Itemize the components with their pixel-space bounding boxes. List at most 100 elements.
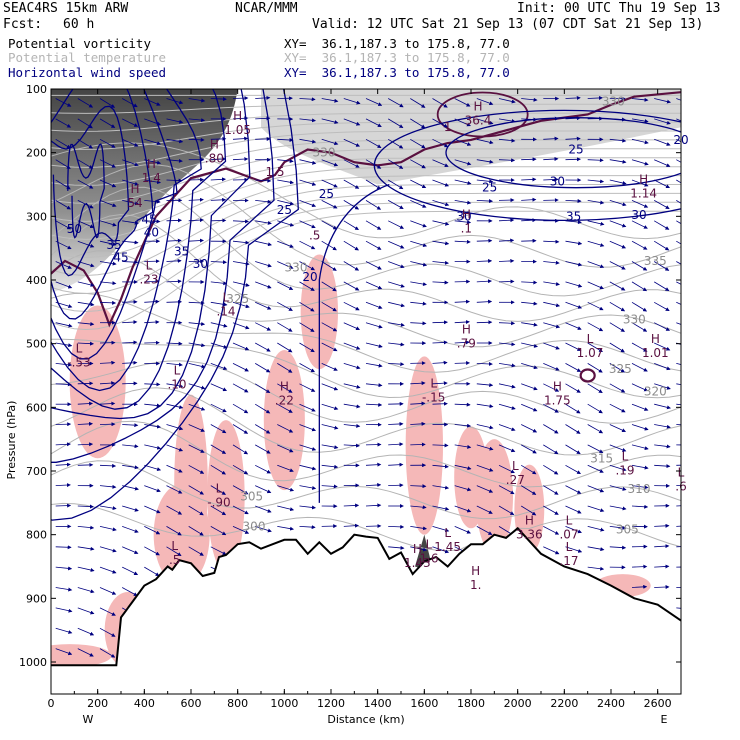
wind-vector [99, 98, 116, 108]
wind-vector [99, 281, 117, 286]
wind-vector [410, 220, 427, 228]
extremum-value: .1 [461, 222, 472, 236]
wind-vector [55, 483, 71, 488]
wind-vector [476, 159, 494, 164]
wind-vector [55, 200, 71, 210]
wind-vector [232, 240, 250, 245]
wind-vector [476, 526, 493, 535]
wind-vector [676, 525, 681, 527]
wind-vector [454, 220, 472, 225]
wind-vector [232, 383, 249, 393]
wind-vector [255, 199, 272, 204]
wind-vector [609, 342, 625, 353]
wind-vector [498, 138, 516, 143]
wind-vector [676, 179, 681, 184]
wind-vector [210, 322, 228, 328]
wind-vector [188, 546, 204, 556]
wind-vector [188, 197, 204, 202]
wind-vector [365, 482, 382, 487]
wind-vector [232, 363, 249, 372]
wind-vector [587, 179, 605, 184]
wind-vector [321, 363, 338, 371]
wind-vector [454, 138, 472, 146]
wind-vector [388, 483, 404, 488]
wind-vector [254, 403, 271, 414]
wind-vector [631, 424, 649, 431]
wind-vector [77, 546, 95, 551]
wind-vector [587, 526, 605, 532]
wind-vector [388, 524, 405, 529]
wind-vector [609, 200, 627, 207]
wind-vector [565, 342, 582, 351]
wind-vector [565, 301, 583, 309]
wind-vector [388, 261, 405, 269]
wind-vector [609, 240, 627, 249]
wind-vector [122, 320, 138, 325]
wind-vector [432, 220, 450, 226]
wind-vector [55, 382, 72, 387]
wind-vector [99, 138, 116, 148]
theta-contour [51, 387, 681, 456]
extremum-marker: H [233, 109, 242, 123]
wind-vector [676, 98, 681, 101]
wind-vector [232, 342, 250, 351]
wind-vector [476, 320, 493, 325]
wind-vector [188, 363, 206, 369]
wind-vector [631, 220, 648, 229]
wind-vector [188, 98, 206, 103]
wind-vector [166, 424, 184, 431]
wind-vector [565, 281, 583, 288]
wind-vector [676, 607, 681, 609]
wind-vector [476, 464, 494, 472]
wind-vector [609, 485, 627, 491]
wind-vector [77, 321, 95, 326]
wind-vector [144, 485, 161, 493]
wind-vector [587, 505, 605, 513]
wind-vector [365, 220, 382, 230]
valid-time: Valid: 12 UTC Sat 21 Sep 13 (07 CDT Sat … [312, 17, 704, 32]
wind-vector [432, 240, 450, 246]
wind-vector [99, 200, 117, 207]
wind-vector [676, 546, 681, 548]
wind-vector [299, 179, 317, 186]
wind-vector [277, 403, 293, 413]
theta-contour-label: 305 [616, 523, 639, 537]
wind-vector [144, 179, 161, 185]
wind-vector [609, 363, 626, 373]
wind-vector [631, 281, 648, 292]
terrain-line [51, 526, 682, 667]
wind-vector [654, 585, 670, 590]
forecast-label: Fcst: [3, 17, 43, 32]
wind-vector [77, 118, 93, 129]
wind-vector [277, 138, 294, 143]
wind-vector [166, 118, 184, 124]
wind-vector [521, 280, 538, 285]
wind-vector [388, 240, 405, 249]
extremum-marker: L [444, 526, 451, 540]
wind-vector [343, 118, 361, 126]
wind-vector [654, 464, 671, 469]
wind-vector [498, 403, 516, 410]
theta-contour [51, 292, 681, 373]
wind-vector [565, 116, 581, 121]
wind-vector [210, 383, 228, 392]
wind-vector [166, 341, 183, 346]
wind-vector [454, 239, 471, 244]
wind-vector [188, 238, 204, 243]
wind-vector [255, 485, 272, 494]
wind-vector [365, 342, 383, 349]
wind-vector [188, 300, 205, 305]
wind-vector [77, 281, 95, 287]
wind-vector [653, 281, 670, 292]
wind-vector [122, 240, 139, 245]
wind-vector [410, 301, 427, 306]
wind-vector [55, 362, 73, 367]
wind-vector [77, 421, 93, 426]
wind-vector [365, 98, 383, 106]
wind-vector [388, 281, 405, 288]
wind-vector [565, 363, 582, 372]
wind-vector [565, 505, 582, 514]
extremum-marker: H [413, 542, 422, 556]
wind-vector [521, 322, 538, 327]
wind-vector [343, 322, 361, 331]
